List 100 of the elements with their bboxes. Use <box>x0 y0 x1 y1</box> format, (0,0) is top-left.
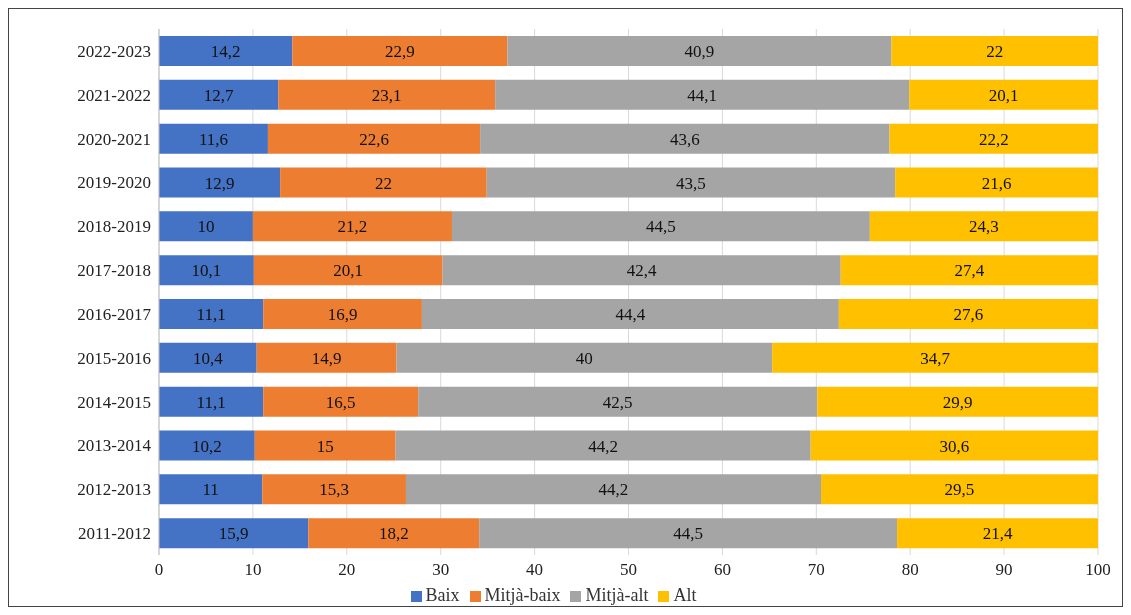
bar <box>159 386 264 417</box>
data-label: 20,1 <box>988 85 1019 105</box>
bar <box>159 430 255 461</box>
legend-label: Mitjà-baix <box>484 585 561 605</box>
data-label: 24,3 <box>969 217 999 237</box>
bar <box>292 36 508 66</box>
bar <box>395 430 811 461</box>
bar <box>159 474 263 505</box>
bar <box>262 474 406 505</box>
y-tick-label: 2015-2016 <box>77 348 151 368</box>
bar <box>486 167 896 198</box>
data-label: 10,4 <box>192 348 224 368</box>
x-tick-label: 50 <box>620 560 637 580</box>
data-label: 11 <box>202 480 219 500</box>
data-label: 22,2 <box>978 129 1009 149</box>
bar <box>507 36 892 66</box>
data-label: 29,5 <box>944 480 975 500</box>
bar <box>889 123 1098 154</box>
data-label: 42,4 <box>626 261 658 281</box>
y-tick-label: 2021-2022 <box>77 85 151 105</box>
data-label: 44,2 <box>598 480 629 500</box>
data-label: 15,3 <box>319 480 349 500</box>
bar <box>254 430 396 461</box>
data-label: 29,9 <box>942 392 973 412</box>
bar <box>421 299 839 329</box>
data-label: 21,6 <box>981 173 1012 193</box>
y-tick-label: 2019-2020 <box>77 173 151 193</box>
data-label: 22 <box>374 173 392 193</box>
bar <box>480 123 890 154</box>
data-label: 23,1 <box>371 85 402 105</box>
bar <box>772 342 1098 373</box>
x-tick-label: 90 <box>995 560 1013 580</box>
bar <box>159 123 268 154</box>
bar <box>252 211 452 242</box>
data-label: 43,6 <box>669 129 700 149</box>
y-tick-label: 2014-2015 <box>77 392 151 412</box>
bar <box>280 167 487 198</box>
bar <box>810 430 1098 461</box>
data-label: 34,7 <box>920 348 951 368</box>
bar <box>869 211 1098 242</box>
bar <box>256 342 397 373</box>
data-label: 10,2 <box>192 436 222 456</box>
bar <box>159 167 281 198</box>
bar <box>405 474 821 505</box>
x-tick-label: 100 <box>1085 560 1111 580</box>
legend-label: Baix <box>425 585 460 605</box>
data-label: 16,9 <box>327 305 358 325</box>
x-tick-label: 60 <box>713 560 731 580</box>
y-tick-label: 2017-2018 <box>77 261 151 281</box>
x-tick-label: 70 <box>807 560 825 580</box>
x-tick-label: 30 <box>432 560 450 580</box>
data-label: 40,9 <box>684 42 715 62</box>
x-tick-label: 0 <box>154 560 164 580</box>
y-tick-label: 2018-2019 <box>77 217 151 237</box>
bar <box>159 299 264 329</box>
bar <box>451 211 870 242</box>
legend-label: Alt <box>673 585 697 605</box>
bar <box>909 79 1098 110</box>
data-label: 22 <box>986 42 1004 62</box>
bar <box>840 255 1098 286</box>
bar <box>263 299 422 329</box>
data-label: 27,4 <box>954 261 985 281</box>
data-label: 16,5 <box>325 392 356 412</box>
data-label: 11,1 <box>196 392 226 412</box>
y-tick-label: 2013-2014 <box>77 436 152 456</box>
y-tick-label: 2020-2021 <box>77 129 151 149</box>
bar <box>159 255 254 286</box>
data-label: 21,4 <box>982 524 1013 544</box>
data-label: 44,1 <box>687 85 718 105</box>
data-label: 22,9 <box>384 42 415 62</box>
bar <box>442 255 841 286</box>
data-label: 20,1 <box>333 261 364 281</box>
bar <box>267 123 481 154</box>
y-tick-label: 2011-2012 <box>77 524 151 544</box>
bar <box>308 518 480 549</box>
data-label: 44,4 <box>615 305 646 325</box>
x-tick-label: 20 <box>338 560 356 580</box>
bar <box>263 386 419 417</box>
data-label: 44,5 <box>646 217 676 237</box>
y-tick-label: 2022-2023 <box>77 41 151 61</box>
bar <box>278 79 496 110</box>
data-label: 11,1 <box>196 305 226 325</box>
data-label: 14,2 <box>210 42 241 62</box>
data-label: 10,1 <box>191 261 222 281</box>
x-tick-label: 80 <box>901 560 919 580</box>
data-label: 11,6 <box>198 129 229 149</box>
bar <box>159 518 309 549</box>
data-label: 10 <box>197 217 215 237</box>
data-label: 21,2 <box>337 217 368 237</box>
bar <box>418 386 818 417</box>
data-label: 44,5 <box>673 524 703 544</box>
bar <box>897 518 1098 549</box>
bar <box>821 474 1098 505</box>
data-label: 22,6 <box>359 129 389 149</box>
data-label: 15 <box>316 436 334 456</box>
x-tick-label: 10 <box>244 560 262 580</box>
bar <box>159 79 279 110</box>
data-label: 40 <box>575 348 593 368</box>
bar <box>838 299 1098 329</box>
bar <box>159 211 253 242</box>
